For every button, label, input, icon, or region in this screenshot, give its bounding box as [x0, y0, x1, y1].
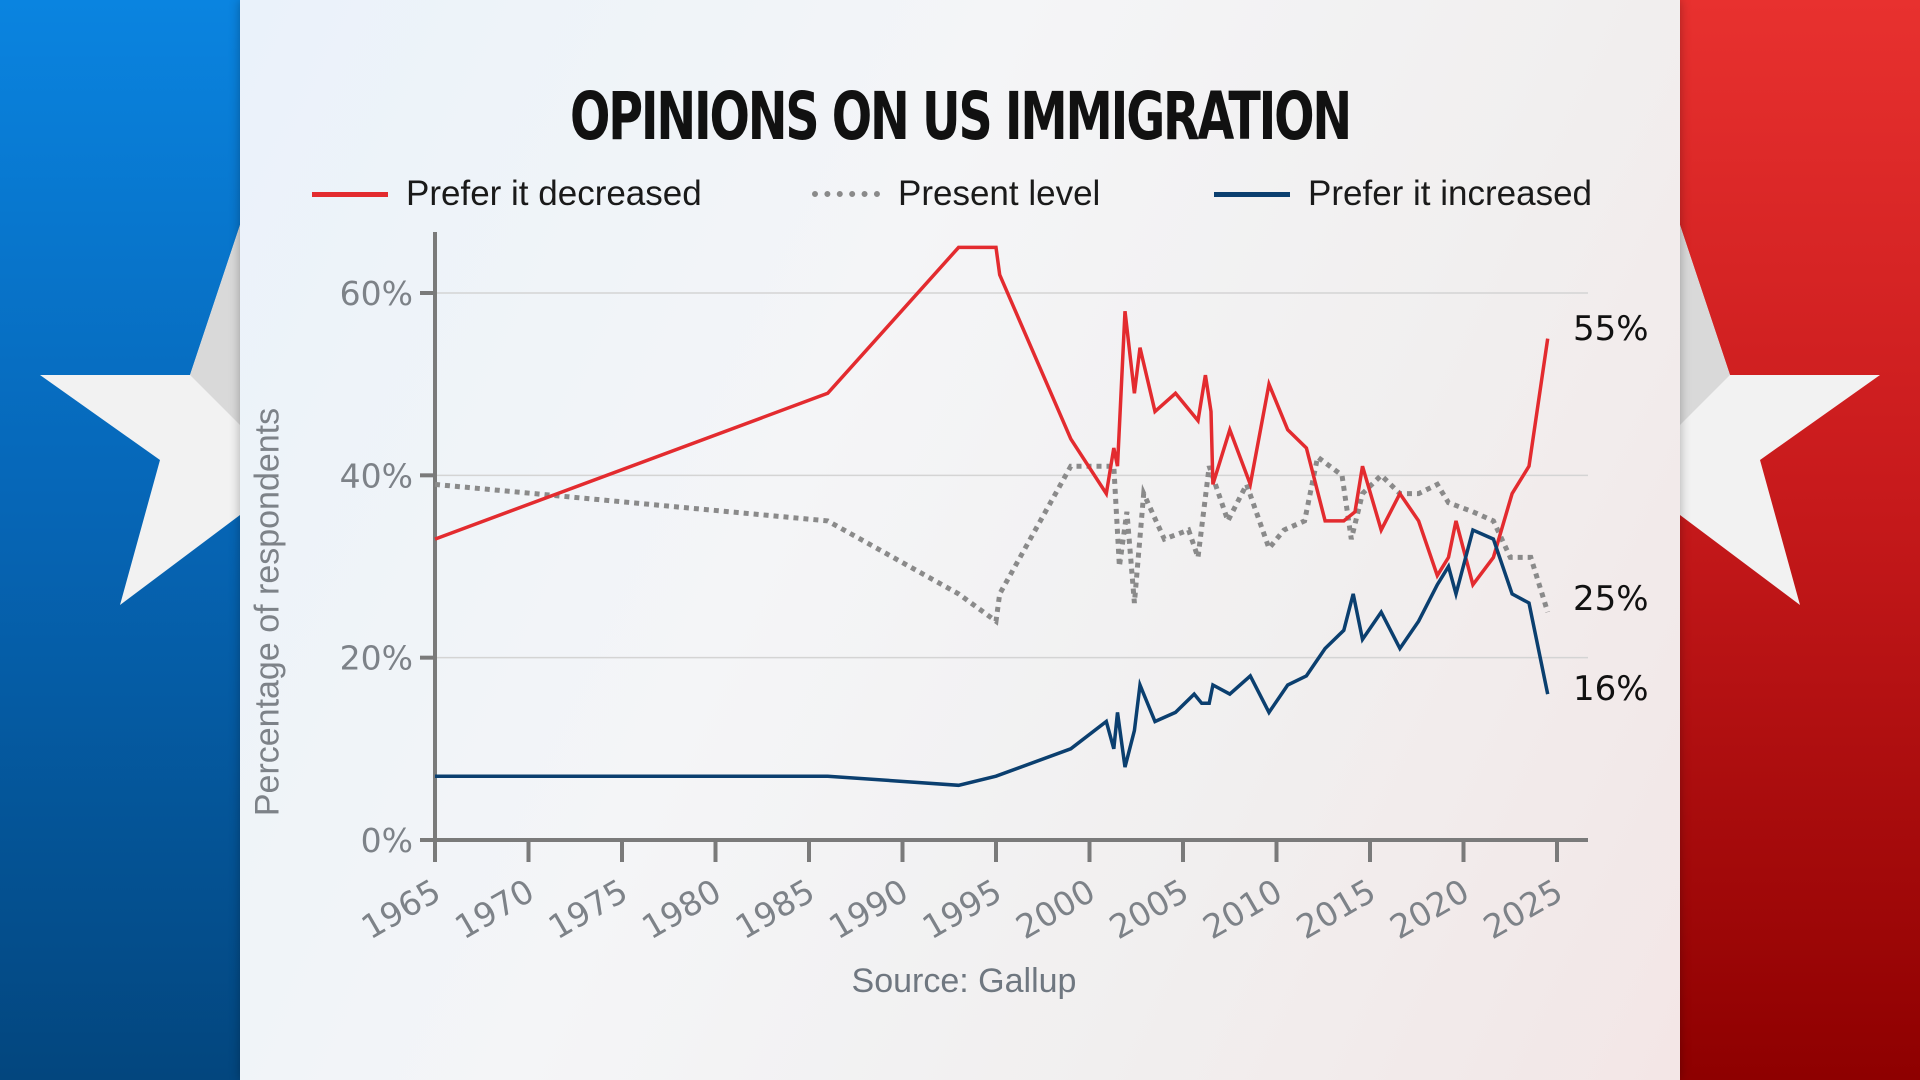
legend-label-increased: Prefer it increased	[1308, 174, 1593, 213]
legend-item-increased: Prefer it increased	[1214, 174, 1592, 214]
end-value-label: 25%	[1573, 579, 1649, 619]
x-tick-label: 2015	[1290, 871, 1382, 947]
legend-swatch-increased	[1214, 191, 1290, 197]
end-value-label: 16%	[1573, 669, 1649, 709]
legend-swatch-present	[812, 191, 880, 197]
chart-panel	[240, 0, 1680, 1080]
x-tick-label: 2020	[1383, 871, 1475, 947]
legend-swatch-decreased	[312, 191, 388, 197]
y-tick-label: 40%	[340, 456, 413, 495]
x-tick-label: 1985	[729, 871, 821, 947]
y-tick-label: 60%	[340, 274, 413, 313]
series-line-increased	[435, 527, 1550, 788]
x-tick-label: 1965	[355, 871, 447, 947]
source-note: Source: Gallup	[851, 962, 1077, 1000]
chart-title: OPINIONS ON US IMMIGRATION	[569, 78, 1352, 155]
x-tick-label: 2000	[1009, 871, 1101, 947]
y-tick-label: 0%	[361, 821, 413, 860]
right-star-icon	[1680, 225, 1880, 605]
x-tick-label: 1995	[916, 871, 1008, 947]
legend-label-decreased: Prefer it decreased	[406, 174, 702, 213]
x-tick-label: 2005	[1103, 871, 1195, 947]
series-line-present	[434, 452, 1551, 626]
x-tick-label: 2010	[1196, 871, 1288, 947]
series-line-decreased	[434, 245, 1550, 589]
end-value-label: 55%	[1573, 309, 1649, 349]
x-tick-label: 1980	[635, 871, 727, 947]
legend-label-present: Present level	[898, 174, 1101, 213]
y-tick-label: 20%	[340, 639, 413, 678]
legend-item-present: Present level	[812, 174, 1100, 214]
x-tick-label: 2025	[1477, 871, 1569, 947]
x-tick-label: 1975	[542, 871, 634, 947]
left-star-icon	[40, 225, 240, 605]
legend-item-decreased: Prefer it decreased	[312, 174, 702, 214]
x-tick-label: 1990	[822, 871, 914, 947]
x-tick-label: 1970	[448, 871, 540, 947]
